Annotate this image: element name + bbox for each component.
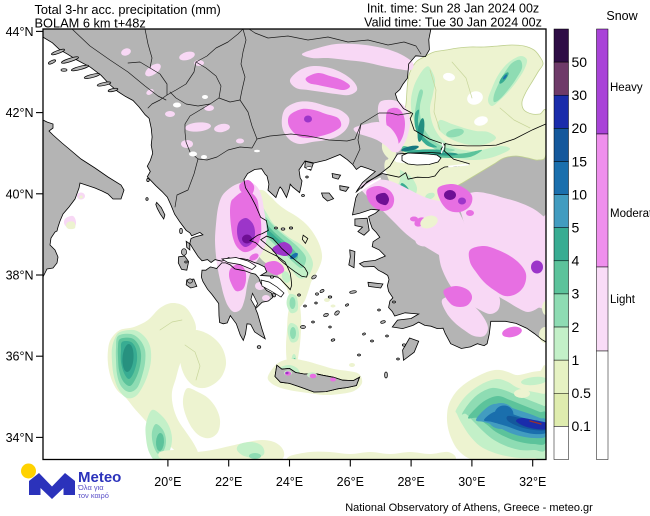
svg-text:0.1: 0.1 xyxy=(572,418,592,434)
svg-text:10: 10 xyxy=(572,186,588,202)
svg-text:4: 4 xyxy=(572,253,580,269)
svg-text:32°E: 32°E xyxy=(519,475,546,489)
svg-text:Meteo: Meteo xyxy=(78,469,121,486)
svg-text:26°E: 26°E xyxy=(337,475,364,489)
svg-text:30: 30 xyxy=(572,87,588,103)
svg-text:40°N: 40°N xyxy=(6,187,34,201)
svg-text:42°N: 42°N xyxy=(6,106,34,120)
svg-text:36°N: 36°N xyxy=(6,350,34,364)
svg-text:Heavy: Heavy xyxy=(610,82,643,94)
svg-text:22°E: 22°E xyxy=(215,475,242,489)
svg-text:Light: Light xyxy=(610,294,636,306)
svg-text:38°N: 38°N xyxy=(6,269,34,283)
svg-text:National Observatory of Athens: National Observatory of Athens, Greece -… xyxy=(345,502,593,514)
svg-text:BOLAM 6 km t+48z: BOLAM 6 km t+48z xyxy=(35,16,146,31)
svg-text:Valid time: Tue 30 Jan 2024 00: Valid time: Tue 30 Jan 2024 00z xyxy=(364,16,542,30)
svg-text:20°E: 20°E xyxy=(154,475,181,489)
svg-text:24°E: 24°E xyxy=(276,475,303,489)
svg-text:Snow: Snow xyxy=(606,9,638,23)
svg-text:50: 50 xyxy=(572,54,588,70)
svg-text:1: 1 xyxy=(572,352,580,368)
svg-text:5: 5 xyxy=(572,220,580,236)
svg-text:28°E: 28°E xyxy=(397,475,424,489)
svg-text:30°E: 30°E xyxy=(458,475,485,489)
svg-text:15: 15 xyxy=(572,153,588,169)
svg-text:44°N: 44°N xyxy=(6,25,34,39)
svg-text:τον καιρό: τον καιρό xyxy=(78,491,109,500)
svg-text:Total 3-hr acc. precipitation: Total 3-hr acc. precipitation (mm) xyxy=(35,2,221,17)
svg-text:20: 20 xyxy=(572,120,588,136)
svg-text:Όλα για: Όλα για xyxy=(77,483,104,492)
svg-text:2: 2 xyxy=(572,319,580,335)
svg-text:Init. time: Sun 28 Jan 2024 00: Init. time: Sun 28 Jan 2024 00z xyxy=(367,2,539,16)
svg-text:3: 3 xyxy=(572,286,580,302)
svg-text:34°N: 34°N xyxy=(6,431,34,445)
svg-text:Moderate: Moderate xyxy=(610,208,650,220)
svg-text:0.5: 0.5 xyxy=(572,385,592,401)
